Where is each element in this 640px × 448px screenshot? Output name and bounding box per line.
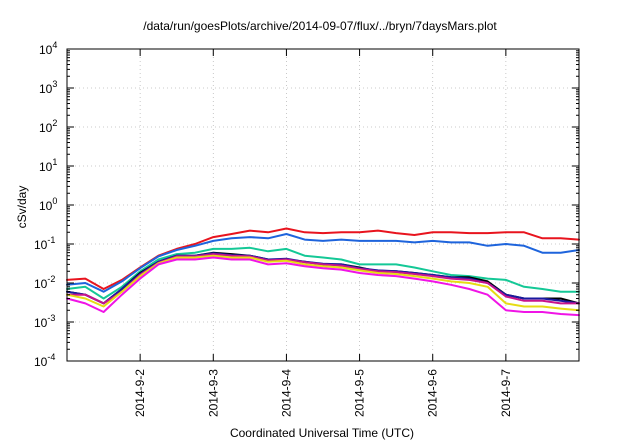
y-axis-label: cSv/day	[15, 186, 29, 229]
y-tick-label: 10-1	[34, 235, 55, 252]
series-line-4	[66, 251, 580, 305]
series-lines	[66, 227, 580, 317]
x-tick-label: 2014-9-3	[206, 369, 220, 417]
x-tick-label: 2014-9-6	[426, 369, 440, 417]
y-tick-label: 10-3	[34, 313, 55, 330]
y-tick-label: 100	[39, 196, 57, 213]
grid-lines	[67, 49, 579, 361]
x-tick-label: 2014-9-4	[279, 369, 293, 417]
y-tick-label: 101	[39, 157, 57, 174]
y-tick-label: 104	[39, 40, 57, 57]
x-tick-label: 2014-9-5	[353, 369, 367, 417]
series-line-2	[66, 233, 580, 293]
series-line-3	[66, 246, 580, 300]
series-line-5	[66, 252, 580, 305]
series-line-7	[66, 254, 580, 312]
y-tick-label: 102	[39, 118, 57, 135]
chart-title: /data/run/goesPlots/archive/2014-09-07/f…	[143, 19, 497, 33]
x-tick-label: 2014-9-2	[133, 369, 147, 417]
axis-ticks: 10-4 10-3 10-2 10-1 100 101 102 103 104 2014-9-2 2…	[34, 40, 579, 417]
y-tick-label: 10-4	[34, 352, 55, 369]
x-tick-label: 2014-9-7	[499, 369, 513, 417]
y-tick-label: 10-2	[34, 274, 55, 291]
y-tick-label: 103	[39, 79, 57, 96]
x-axis-label: Coordinated Universal Time (UTC)	[230, 426, 414, 440]
series-line-8	[66, 256, 580, 317]
